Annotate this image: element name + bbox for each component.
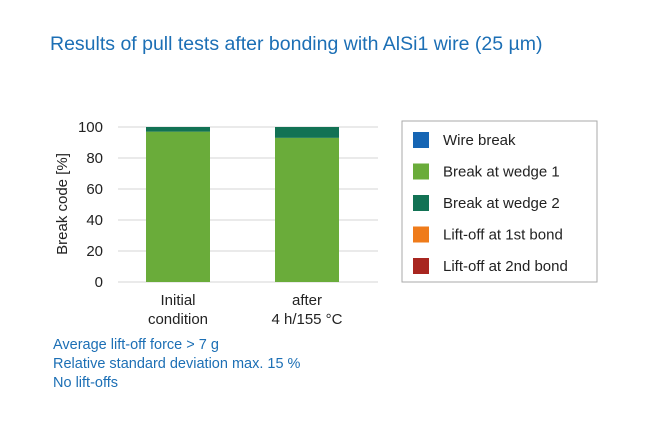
note-std-deviation: Relative standard deviation max. 15 % (53, 356, 301, 372)
legend-swatch (413, 226, 429, 243)
bar-segment (146, 131, 210, 282)
bar-segment (146, 127, 210, 132)
y-tick-label: 40 (86, 212, 103, 229)
bar-segment (275, 137, 339, 282)
y-tick-label: 20 (86, 243, 103, 260)
legend-label: Break at wedge 1 (443, 164, 560, 181)
bars-layer (146, 127, 339, 282)
y-tick-label: 0 (95, 274, 103, 291)
y-tick-label: 80 (86, 150, 103, 167)
y-axis-title: Break code [%] (54, 153, 71, 255)
legend-swatch (413, 258, 429, 274)
axis-layer: Break code [%] 0 20 40 60 80 100 Initial condit… (54, 119, 343, 328)
bar-segment (275, 127, 339, 138)
legend-label: Lift-off at 2nd bond (443, 258, 568, 275)
chart-title: Results of pull tests after bonding with… (50, 33, 543, 55)
x-category-label: condition (148, 311, 208, 328)
x-category-label: Initial (160, 292, 195, 309)
notes-block: Average lift-off force > 7 g Relative st… (53, 336, 300, 393)
x-category-label: 4 h/155 °C (271, 311, 342, 328)
legend-swatch (413, 132, 429, 148)
legend-swatch (413, 163, 429, 180)
legend-label: Lift-off at 1st bond (443, 227, 563, 244)
legend-box (401, 120, 598, 283)
legend-label: Break at wedge 2 (443, 195, 560, 212)
y-tick-label: 100 (78, 119, 103, 136)
legend: Wire break Break at wedge 1 Break at wedge… (401, 120, 598, 283)
legend-swatch (413, 195, 429, 211)
note-average-force: Average lift-off force > 7 g (53, 337, 219, 353)
x-category-label: after (292, 292, 322, 309)
legend-label: Wire break (443, 132, 516, 149)
note-no-liftoffs: No lift-offs (53, 375, 119, 391)
y-tick-label: 60 (86, 181, 103, 198)
